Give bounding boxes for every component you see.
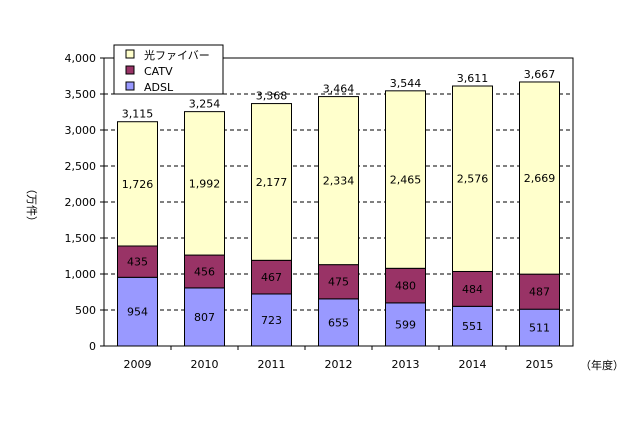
y-tick-label: 2,000 xyxy=(65,196,97,209)
x-tick-label: 2009 xyxy=(124,358,152,371)
data-label: 1,992 xyxy=(189,177,221,190)
axes: 0 500 1,000 1,500 2,000 2,500 3,000 3,500 4,000 2… xyxy=(65,52,574,371)
bar-segment xyxy=(452,305,493,347)
x-tick-label: 2013 xyxy=(392,358,420,371)
bar-segment xyxy=(117,276,158,347)
data-label: 2,334 xyxy=(323,175,355,188)
bar-segment xyxy=(184,111,225,256)
total-label: 3,115 xyxy=(122,108,154,121)
bar-segment xyxy=(385,302,426,347)
data-label: 655 xyxy=(328,316,349,329)
bar-segment xyxy=(117,121,158,247)
data-label: 2,465 xyxy=(390,174,422,187)
total-label: 3,667 xyxy=(524,68,556,81)
legend-swatch xyxy=(125,81,135,91)
y-tick-label: 2,500 xyxy=(65,160,97,173)
x-tick-label: 2011 xyxy=(258,358,286,371)
total-label: 3,611 xyxy=(457,72,489,85)
data-label: 484 xyxy=(462,283,483,296)
data-label: 954 xyxy=(127,306,148,319)
bar-segment xyxy=(519,81,560,275)
bar-segment xyxy=(184,254,225,289)
bar-segment xyxy=(452,270,493,307)
legend-swatch xyxy=(125,49,135,59)
legend-label: 光ファイバー xyxy=(144,48,210,62)
legend-label: CATV xyxy=(144,65,173,78)
data-label: 2,669 xyxy=(524,172,556,185)
data-label: 1,726 xyxy=(122,178,154,191)
y-tick-label: 3,000 xyxy=(65,124,97,137)
data-label: 2,576 xyxy=(457,173,489,186)
y-tick-label: 3,500 xyxy=(65,88,97,101)
bar-segment xyxy=(318,298,359,347)
data-label: 2,177 xyxy=(256,176,288,189)
total-label: 3,544 xyxy=(390,77,422,90)
x-tick-label: 2015 xyxy=(526,358,554,371)
data-label: 511 xyxy=(529,322,550,335)
y-tick-label: 4,000 xyxy=(65,52,97,65)
bar-segment xyxy=(519,308,560,347)
data-label: 599 xyxy=(395,318,416,331)
x-tick-label: 2012 xyxy=(325,358,353,371)
data-label: 807 xyxy=(194,311,215,324)
legend: 光ファイバー CATV ADSL xyxy=(113,44,224,95)
total-label: 3,368 xyxy=(256,90,288,103)
data-label: 723 xyxy=(261,314,282,327)
y-tick-label: 0 xyxy=(89,340,96,353)
bar-segment xyxy=(251,293,292,347)
bars: 954 435 1,726 3,115 807 456 1,992 3,254 723 467 2,… xyxy=(117,68,560,347)
data-label: 456 xyxy=(194,265,215,278)
legend-label: ADSL xyxy=(144,81,174,94)
y-tick-label: 1,500 xyxy=(65,232,97,245)
data-label: 435 xyxy=(127,256,148,269)
y-axis-label: （万件） xyxy=(25,183,38,227)
y-tick-label: 500 xyxy=(75,304,96,317)
x-axis-label: （年度） xyxy=(580,358,624,372)
y-tick-label: 1,000 xyxy=(65,268,97,281)
total-label: 3,464 xyxy=(323,83,355,96)
x-tick-label: 2010 xyxy=(191,358,219,371)
bar-segment xyxy=(251,103,292,261)
data-label: 475 xyxy=(328,276,349,289)
x-tick-label: 2014 xyxy=(459,358,487,371)
bar-segment xyxy=(385,90,426,269)
total-label: 3,254 xyxy=(189,98,221,111)
bar-segment xyxy=(318,96,359,266)
bar-segment xyxy=(318,264,359,300)
legend-swatch xyxy=(125,65,135,75)
data-label: 487 xyxy=(529,286,550,299)
bar-segment xyxy=(452,85,493,272)
data-label: 551 xyxy=(462,320,483,333)
data-label: 467 xyxy=(261,271,282,284)
bar-segment xyxy=(519,273,560,310)
data-label: 480 xyxy=(395,280,416,293)
